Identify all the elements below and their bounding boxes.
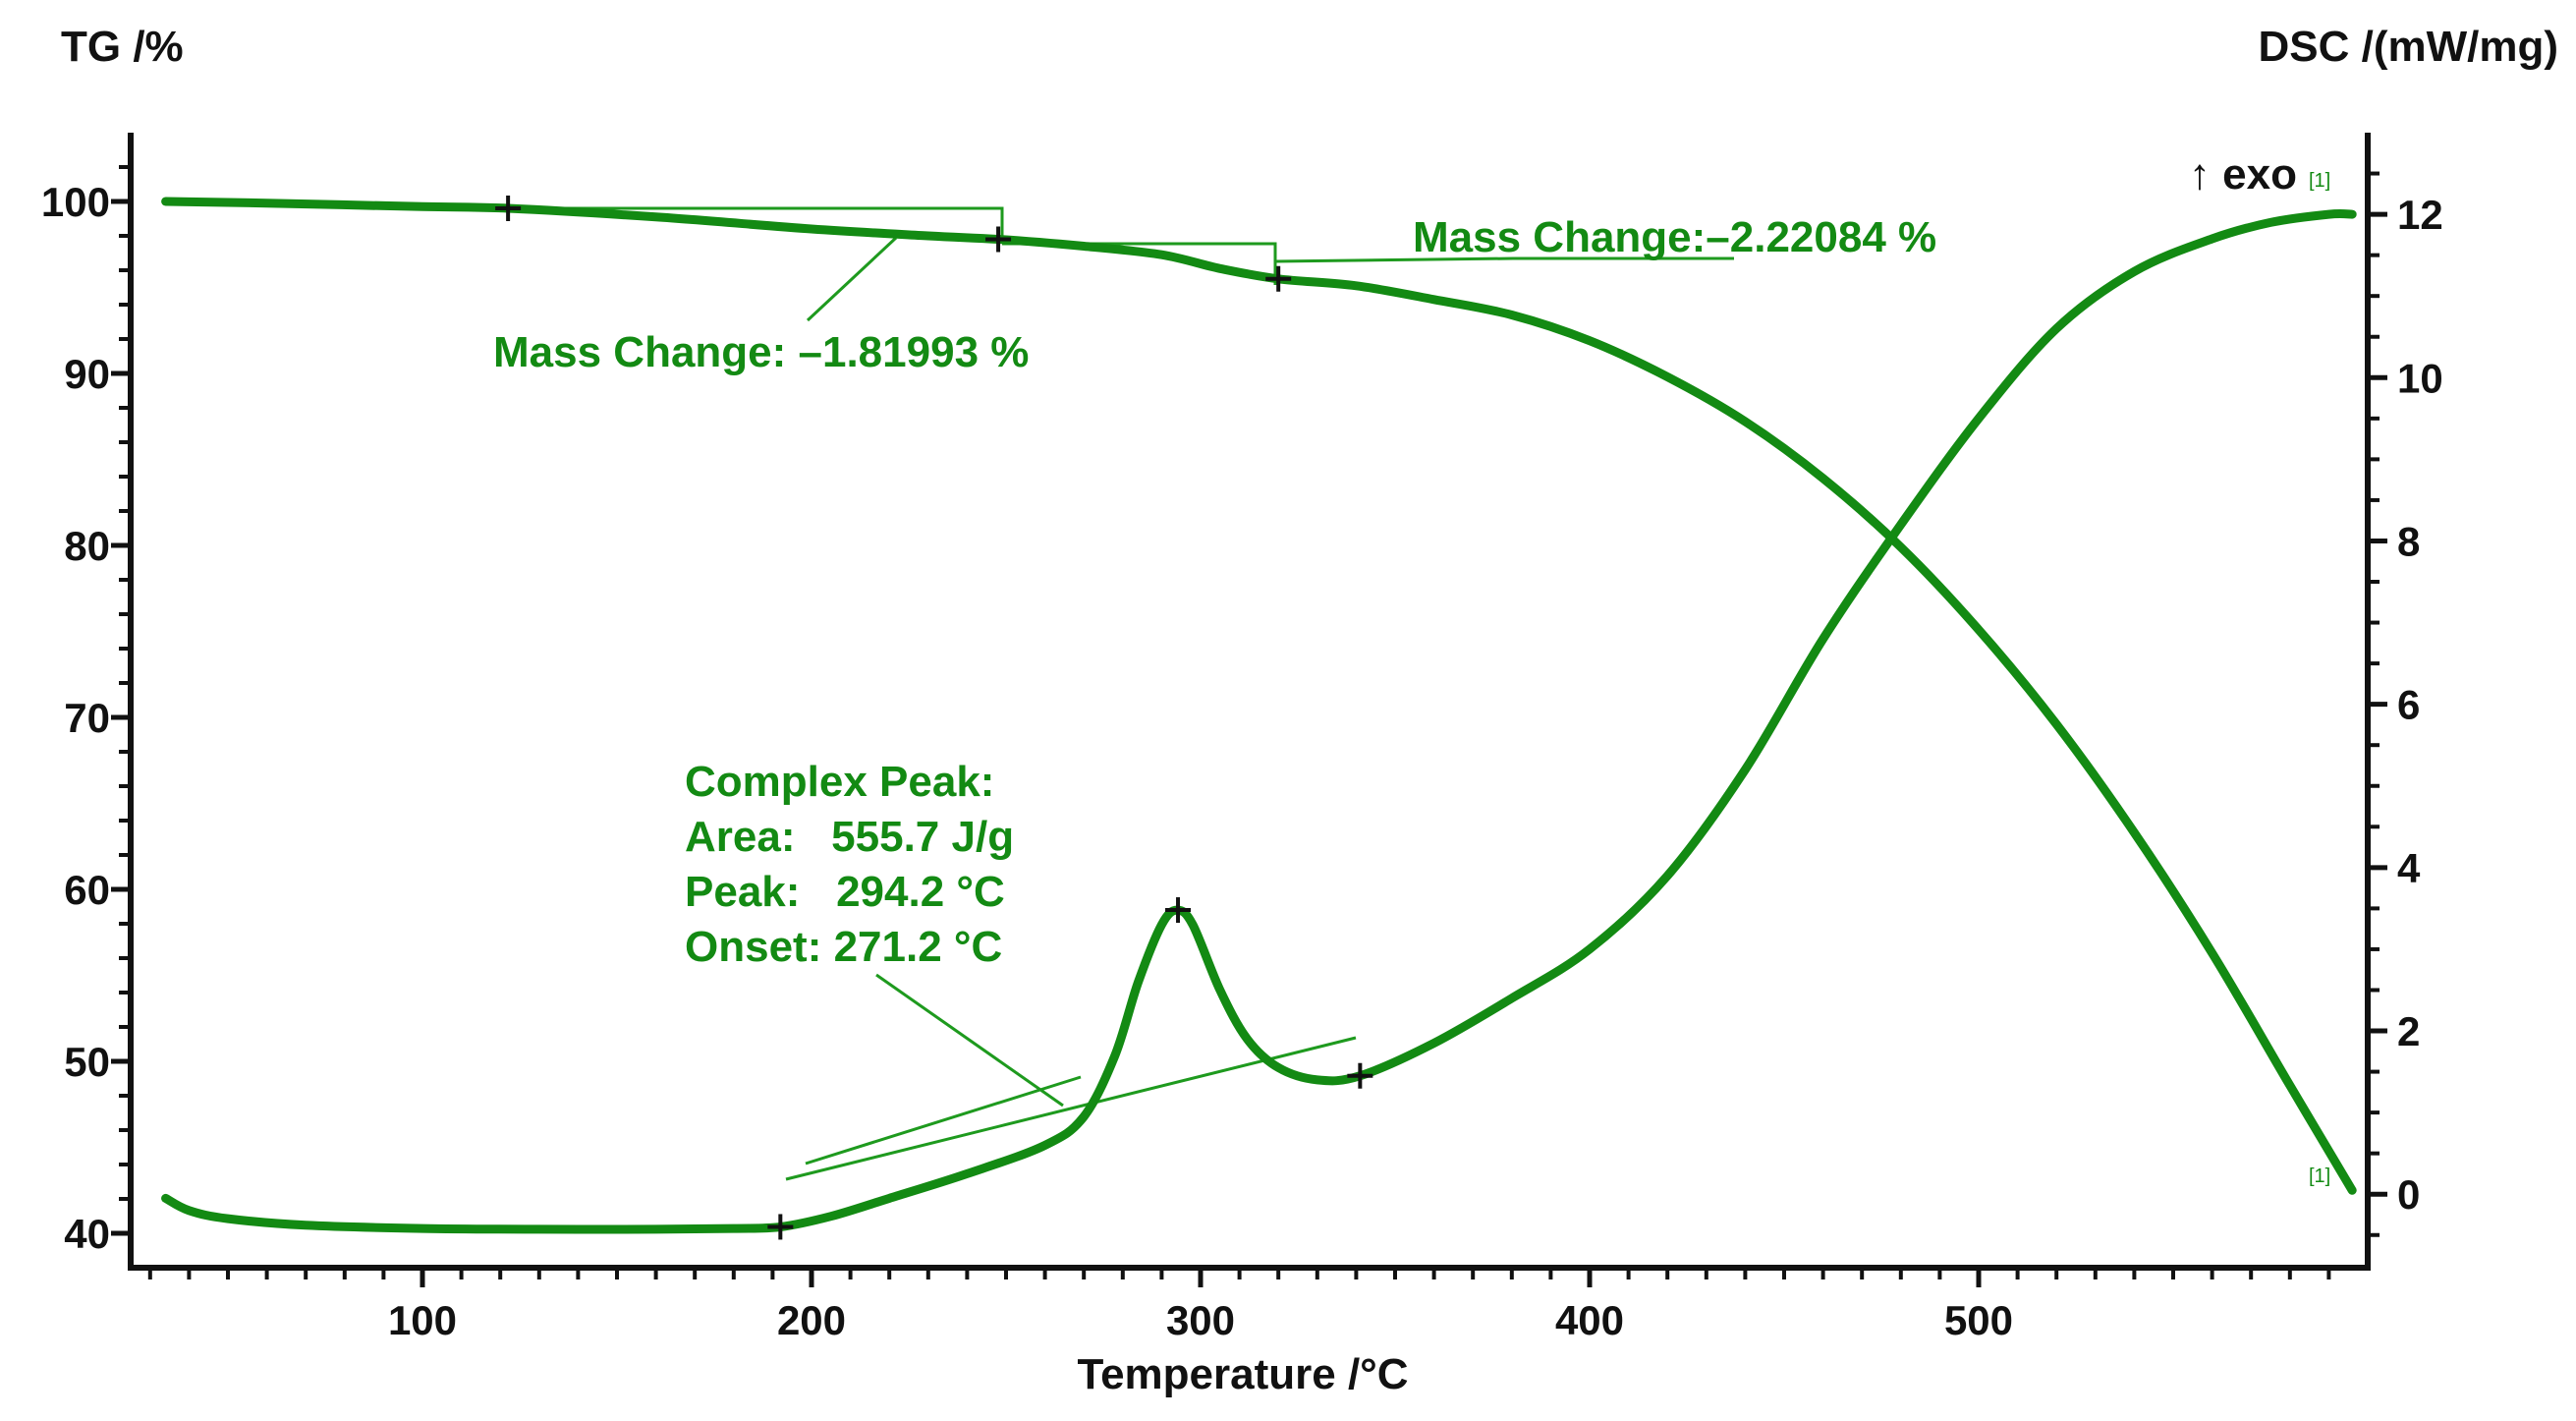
left-tick-label: 80 — [64, 523, 110, 569]
right-tick-label: 6 — [2397, 682, 2420, 728]
right-tick-label: 10 — [2397, 355, 2443, 401]
x-tick-label: 500 — [1944, 1297, 2013, 1343]
left-tick-label: 100 — [41, 179, 110, 225]
complex-peak-peak: Peak: 294.2 °C — [685, 868, 1005, 916]
left-tick-label: 90 — [64, 351, 110, 397]
mass-change-2-leader — [1274, 256, 1734, 263]
dsc-curve — [161, 208, 2357, 1234]
curve-end-tag: [1] — [2309, 1165, 2330, 1187]
right-tick-label: 4 — [2397, 845, 2421, 891]
tg-curve — [161, 197, 2357, 1195]
right-tick-label: 2 — [2397, 1008, 2420, 1054]
right-axis-ticks: 0 2 4 6 8 10 12 — [2368, 171, 2443, 1237]
x-tick-label: 200 — [777, 1297, 846, 1343]
mass-change-2-label: Mass Change:–2.22084 % — [1413, 213, 1936, 261]
x-tick-label: 300 — [1166, 1297, 1235, 1343]
dsc-baseline — [785, 1036, 1357, 1181]
curve-marker — [767, 1214, 794, 1240]
exo-direction-label: ↑ exo — [2189, 150, 2297, 199]
x-axis-ticks: 100 200 300 400 500 — [147, 1268, 2331, 1343]
curve-marker — [1165, 897, 1192, 924]
left-tick-label: 40 — [64, 1211, 110, 1257]
complex-peak-title: Complex Peak: — [685, 758, 994, 806]
onset-tangent — [805, 1075, 1082, 1165]
x-axis-title: Temperature /°C — [1077, 1350, 1408, 1398]
left-tick-label: 50 — [64, 1039, 110, 1085]
left-axis-title: TG /% — [61, 23, 184, 71]
x-tick-label: 400 — [1555, 1297, 1624, 1343]
mass-change-1-bracket — [519, 206, 1004, 244]
right-axis-title: DSC /(mW/mg) — [2258, 23, 2558, 71]
right-tick-label: 0 — [2397, 1171, 2420, 1218]
right-tick-label: 8 — [2397, 518, 2420, 564]
x-tick-label: 100 — [388, 1297, 457, 1343]
onset-leader — [875, 973, 1064, 1108]
curve-marker — [1347, 1062, 1373, 1089]
left-tick-label: 60 — [64, 867, 110, 913]
complex-peak-onset: Onset: 271.2 °C — [685, 923, 1002, 971]
right-tick-label: 12 — [2397, 192, 2443, 238]
mass-change-1-label: Mass Change: –1.81993 % — [493, 328, 1029, 376]
curve-start-tag: [1] — [2309, 170, 2330, 192]
mass-change-1-leader — [806, 236, 898, 322]
left-tick-label: 70 — [64, 695, 110, 741]
curve-marker — [495, 196, 522, 221]
curve-marker — [985, 226, 1012, 253]
complex-peak-area: Area: 555.7 J/g — [685, 813, 1014, 861]
curve-markers — [495, 196, 1373, 1240]
left-axis-ticks: 40 50 60 70 80 90 100 — [41, 165, 131, 1257]
curve-marker — [1265, 265, 1292, 292]
